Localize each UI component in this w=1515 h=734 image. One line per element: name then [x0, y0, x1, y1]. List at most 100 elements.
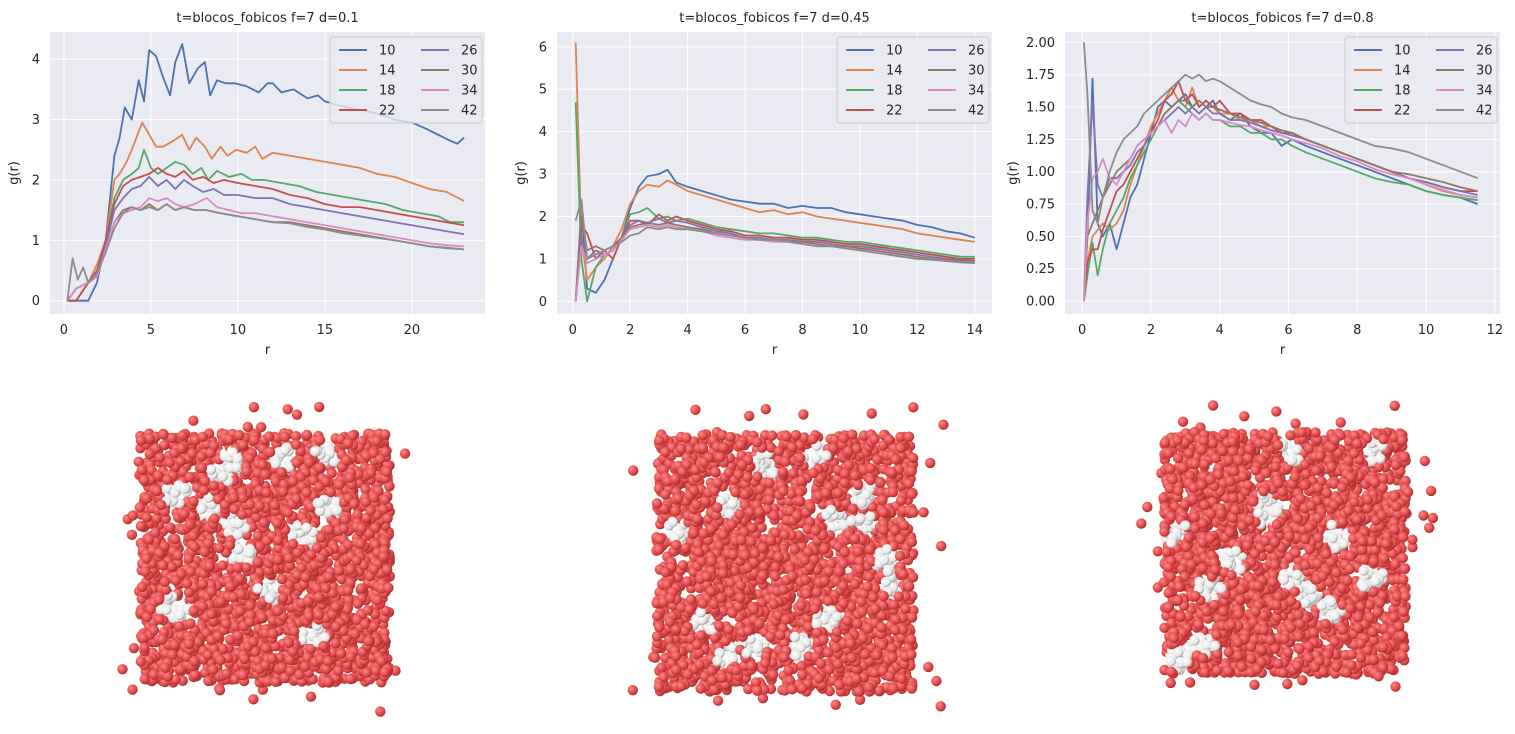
x-tick-label: 8	[1353, 323, 1361, 338]
x-tick-label: 10	[1418, 323, 1435, 338]
chart-title: t=blocos_fobicos f=7 d=0.8	[1191, 11, 1373, 26]
chart-title: t=blocos_fobicos f=7 d=0.45	[679, 11, 870, 26]
y-tick-label: 1	[539, 252, 547, 267]
y-tick-label: 1	[32, 234, 40, 249]
y-tick-label: 5	[539, 83, 547, 98]
y-tick-label: 0.75	[1026, 198, 1055, 213]
molecule-beads	[117, 401, 411, 717]
legend-label: 22	[886, 104, 903, 119]
y-tick-label: 2	[32, 173, 40, 188]
legend-label: 10	[1394, 44, 1411, 59]
x-tick-label: 12	[1487, 323, 1504, 338]
x-tick-label: 6	[1284, 323, 1292, 338]
legend-label: 22	[379, 104, 396, 119]
legend-box	[836, 36, 990, 124]
legend-label: 42	[461, 104, 478, 119]
legend-box	[1344, 36, 1498, 124]
x-tick-label: 15	[317, 323, 334, 338]
y-tick-label: 4	[539, 125, 547, 140]
legend-label: 18	[886, 84, 903, 99]
series-line-34	[1083, 112, 1478, 302]
x-tick-label: 12	[909, 323, 926, 338]
legend: 10 14 18 22 26 30 34 42	[1344, 36, 1498, 124]
series-line-42	[574, 198, 975, 264]
y-tick-label: 0.50	[1026, 230, 1055, 245]
y-tick-label: 0.00	[1026, 295, 1055, 310]
x-tick-label: 0	[569, 323, 577, 338]
x-tick-label: 10	[230, 323, 247, 338]
y-axis-label: g(r)	[7, 161, 22, 185]
x-tick-label: 20	[404, 323, 421, 338]
legend-label: 26	[461, 44, 478, 59]
x-axis-label: r	[1280, 343, 1286, 358]
legend-label: 10	[886, 44, 903, 59]
legend-label: 30	[968, 64, 985, 79]
legend-label: 22	[1394, 104, 1411, 119]
chart-3: 0 2 4 6 8 10 12 0.00 0.25 0.50 0.75 1.00 1.25 1.50 1.7…	[1006, 11, 1503, 358]
legend-label: 18	[1394, 84, 1411, 99]
x-tick-label: 0	[60, 323, 68, 338]
series-line-30	[1083, 99, 1478, 302]
y-tick-label: 0	[539, 295, 547, 310]
x-tick-label: 5	[147, 323, 155, 338]
x-axis-label: r	[265, 343, 271, 358]
y-tick-label: 1.50	[1026, 101, 1055, 116]
x-tick-label: 10	[852, 323, 869, 338]
y-tick-label: 4	[32, 53, 40, 68]
x-tick-label: 8	[798, 323, 806, 338]
x-tick-label: 0	[1078, 323, 1086, 338]
legend: 10 14 18 22 26 30 34 42	[836, 36, 990, 124]
series-line-26	[66, 176, 465, 302]
series-line-34	[66, 197, 465, 302]
legend-label: 34	[1476, 84, 1493, 99]
series-line-42	[66, 203, 465, 301]
y-tick-label: 2.00	[1026, 36, 1055, 51]
y-tick-label: 0.25	[1026, 262, 1055, 277]
x-tick-label: 4	[1216, 323, 1224, 338]
legend-label: 26	[968, 44, 985, 59]
molecular-snapshot-2	[627, 402, 949, 712]
legend-label: 30	[461, 64, 478, 79]
y-tick-label: 1.25	[1026, 133, 1055, 148]
y-tick-label: 3	[32, 113, 40, 128]
legend-label: 30	[1476, 64, 1493, 79]
legend-label: 14	[886, 64, 903, 79]
y-axis-label: g(r)	[1006, 161, 1021, 185]
series-line-22	[67, 167, 465, 302]
series-line-22	[574, 213, 975, 302]
x-tick-label: 2	[1147, 323, 1155, 338]
legend-label: 42	[968, 104, 985, 119]
molecular-snapshot-3	[1136, 400, 1439, 692]
series-line-14	[574, 42, 975, 281]
x-axis-label: r	[772, 343, 778, 358]
y-tick-label: 1.00	[1026, 165, 1055, 180]
molecule-beads	[1136, 400, 1439, 692]
legend-label: 26	[1476, 44, 1493, 59]
y-tick-label: 0	[32, 294, 40, 309]
x-tick-label: 4	[684, 323, 692, 338]
molecular-snapshot-1	[117, 401, 411, 717]
legend-label: 10	[379, 44, 396, 59]
legend-label: 42	[1476, 104, 1493, 119]
legend-label: 34	[461, 84, 478, 99]
x-tick-label: 14	[966, 323, 983, 338]
y-tick-label: 1.75	[1026, 68, 1055, 83]
x-tick-label: 2	[626, 323, 634, 338]
y-axis-label: g(r)	[514, 161, 529, 185]
legend-box	[329, 36, 483, 124]
legend-label: 14	[379, 64, 396, 79]
legend-label: 34	[968, 84, 985, 99]
y-tick-label: 2	[539, 210, 547, 225]
x-tick-label: 6	[741, 323, 749, 338]
series-line-42	[1083, 42, 1478, 225]
y-tick-label: 6	[539, 40, 547, 55]
legend-label: 18	[379, 84, 396, 99]
molecule-beads	[627, 402, 949, 712]
chart-title: t=blocos_fobicos f=7 d=0.1	[176, 11, 358, 26]
legend: 10 14 18 22 26 30 34 42	[329, 36, 483, 124]
legend-label: 14	[1394, 64, 1411, 79]
series-line-14	[67, 121, 465, 302]
